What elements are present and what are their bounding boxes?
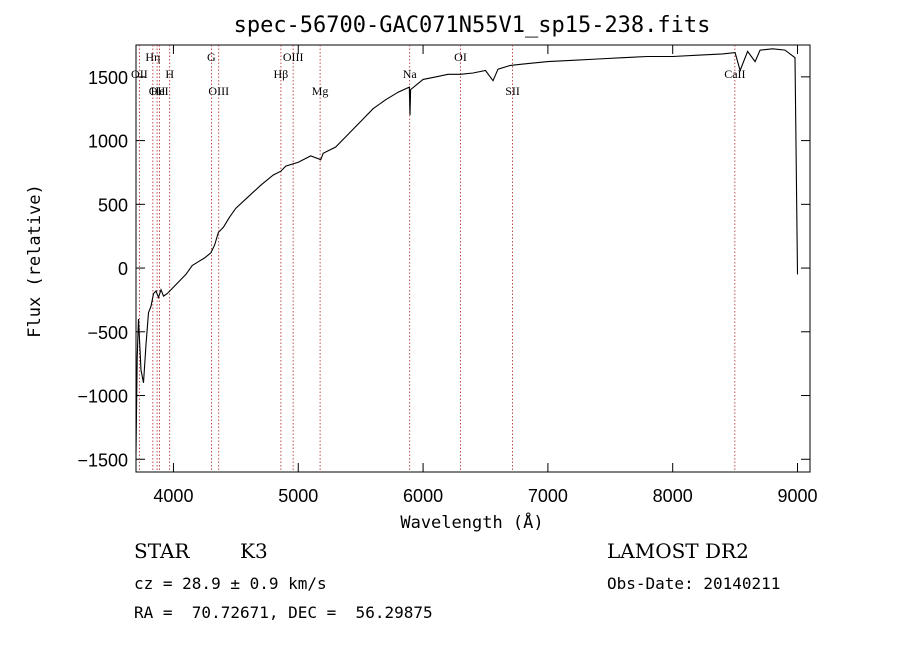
spectral-line-label: Na	[403, 67, 418, 81]
survey-name: LAMOST DR2	[607, 539, 749, 563]
spectral-line-label: G	[207, 50, 216, 64]
x-tick-label: 9000	[777, 486, 817, 506]
object-subclass: K3	[240, 539, 268, 563]
x-tick-label: 8000	[653, 486, 693, 506]
x-tick-label: 4000	[153, 486, 193, 506]
obs-date: Obs-Date: 20140211	[607, 574, 781, 593]
spectral-line-label: SII	[505, 84, 520, 98]
spectral-line-label: OII	[149, 84, 166, 98]
spectral-line-label: Hβ	[274, 67, 289, 81]
y-axis-label: Flux (relative)	[25, 184, 45, 338]
x-tick-label: 5000	[278, 486, 318, 506]
plot-frame	[135, 44, 811, 473]
x-tick-label: 7000	[528, 486, 568, 506]
x-tick-label: 6000	[403, 486, 443, 506]
flux-series-line	[135, 48, 799, 453]
y-tick-label: −1000	[77, 387, 128, 407]
spectral-line-label: Hη	[145, 50, 160, 64]
spectral-line-label: HeI	[151, 84, 169, 98]
y-tick-label: 500	[98, 195, 128, 215]
spectral-line-label: Mg	[312, 84, 329, 98]
spectral-line-label: CaII	[724, 67, 745, 81]
spectral-line-label: H	[165, 67, 174, 81]
y-tick-label: 1500	[88, 68, 128, 88]
spectral-line-label: OI	[454, 50, 467, 64]
redshift-cz: cz = 28.9 ± 0.9 km/s	[134, 574, 327, 593]
y-tick-label: −1500	[77, 450, 128, 470]
y-tick-label: 1000	[88, 132, 128, 152]
y-tick-label: −500	[87, 323, 128, 343]
object-class: STAR	[134, 539, 190, 563]
chart-title: spec-56700-GAC071N55V1_sp15-238.fits	[234, 13, 711, 38]
spectral-line-label: OIII	[208, 84, 229, 98]
coordinates: RA = 70.72671, DEC = 56.29875	[134, 603, 433, 622]
spectral-line-label: OIII	[283, 50, 304, 64]
y-tick-label: 0	[118, 259, 128, 279]
spectral-line-label: OII	[131, 67, 148, 81]
x-axis-label: Wavelength (Å)	[400, 511, 543, 533]
